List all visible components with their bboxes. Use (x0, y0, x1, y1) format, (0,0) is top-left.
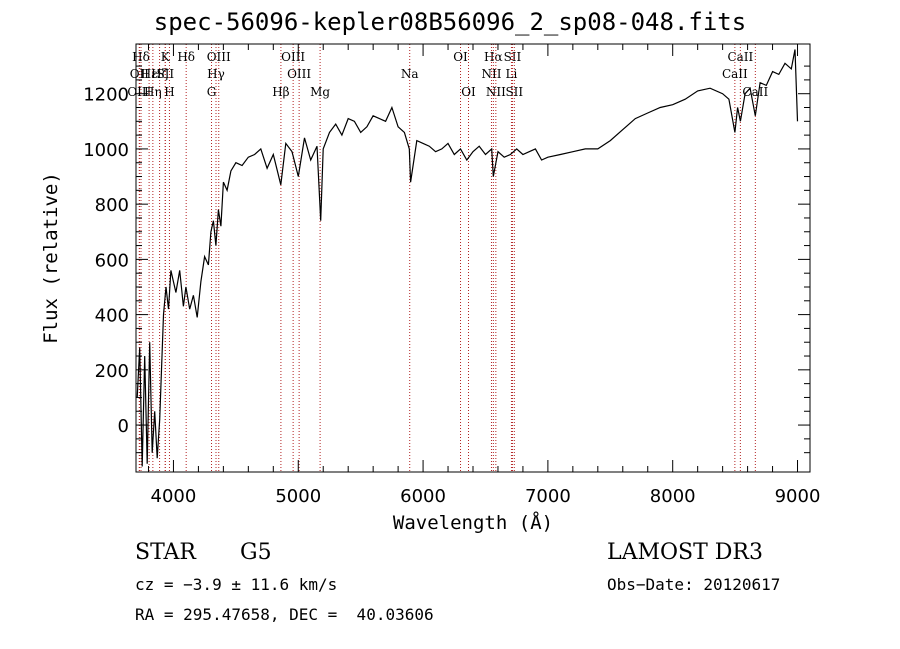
cz-value: cz = −3.9 ± 11.6 km/s (135, 575, 338, 594)
line-label: CaII (742, 85, 768, 99)
y-tick-label: 200 (95, 361, 129, 382)
y-tick-label: 400 (95, 306, 129, 327)
line-label: OIII (281, 50, 305, 64)
line-label: OI (453, 50, 468, 64)
x-tick-label: 7000 (525, 486, 571, 507)
obs-date: Obs−Date: 20120617 (607, 575, 781, 594)
line-label: G (207, 85, 217, 99)
object-class: STAR (135, 540, 196, 565)
line-label: Hα (484, 50, 503, 64)
x-tick-label: 8000 (650, 486, 696, 507)
line-label: NII (486, 85, 506, 99)
line-label: Hζ (151, 67, 168, 81)
line-label: H (164, 85, 174, 99)
x-tick-label: 5000 (275, 486, 321, 507)
chart-title: spec-56096-kepler08B56096_2_sp08-048.fit… (153, 8, 747, 36)
y-axis-label: Flux (relative) (40, 172, 62, 344)
x-axis-label: Wavelength (Å) (393, 511, 553, 534)
line-label: Hη (144, 85, 162, 99)
ra-dec: RA = 295.47658, DEC = 40.03606 (135, 605, 434, 624)
line-label: Mg (310, 85, 330, 99)
line-label: CaII (722, 67, 748, 81)
line-label: NII (481, 67, 501, 81)
survey-label: LAMOST DR3 (607, 540, 763, 565)
line-label: OIII (127, 85, 151, 99)
line-label: Hδ (177, 50, 195, 64)
line-label: OIII (287, 67, 311, 81)
line-label: CaII (727, 50, 753, 64)
line-label: Li (506, 67, 518, 81)
x-tick-label: 9000 (775, 486, 821, 507)
line-label: Hγ (207, 67, 225, 81)
line-label: SII (504, 50, 522, 64)
y-tick-label: 600 (95, 250, 129, 271)
y-tick-label: 1000 (83, 140, 129, 161)
spectrum-line (136, 49, 799, 467)
plot-frame (135, 43, 811, 473)
x-tick-label: 4000 (151, 486, 197, 507)
object-subclass: G5 (240, 540, 272, 565)
line-label: Hβ (272, 85, 289, 99)
line-label: Na (401, 67, 419, 81)
line-label: OI (461, 85, 476, 99)
line-label: SII (505, 85, 523, 99)
line-label: SII (156, 67, 174, 81)
line-label: OIII (207, 50, 231, 64)
y-tick-label: 0 (118, 416, 129, 437)
y-tick-label: 1200 (83, 85, 129, 106)
y-tick-label: 800 (95, 195, 129, 216)
line-label: Hδ (132, 50, 150, 64)
x-tick-label: 6000 (400, 486, 446, 507)
